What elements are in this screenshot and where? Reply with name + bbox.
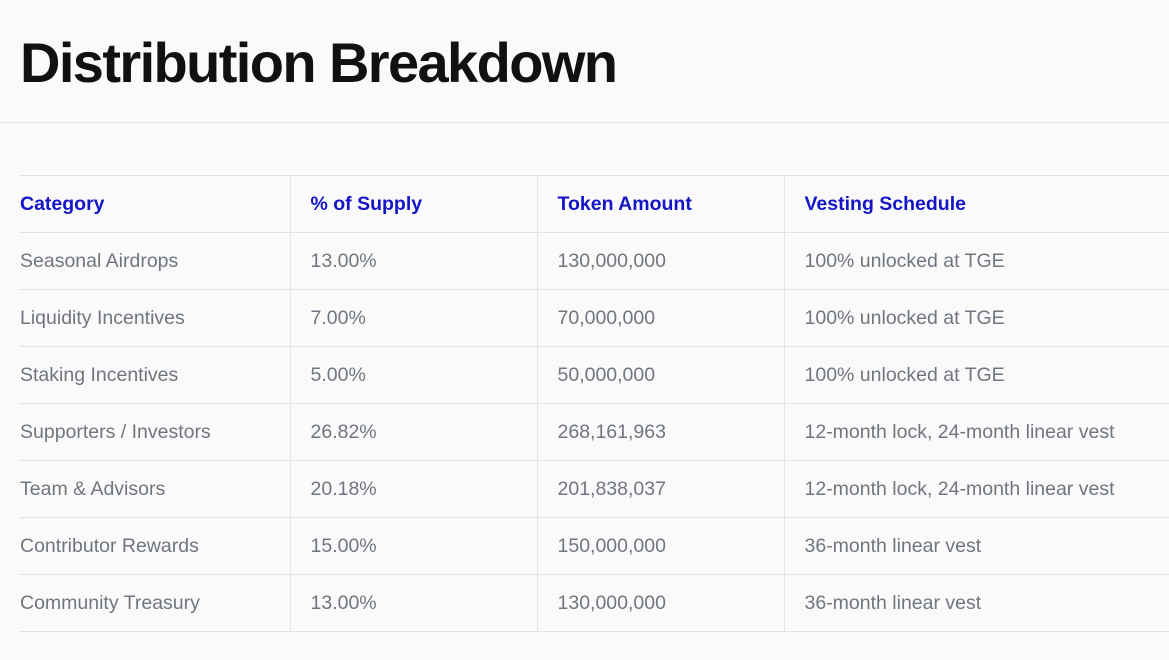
token-amount-cell: 201,838,037 bbox=[536, 460, 784, 518]
vesting-schedule-cell: 36-month linear vest bbox=[783, 517, 1169, 575]
category-cell: Team & Advisors bbox=[20, 460, 290, 518]
vesting-schedule-cell: 12-month lock, 24-month linear vest bbox=[783, 460, 1169, 518]
token-amount-cell: 268,161,963 bbox=[536, 403, 784, 461]
table-row: Liquidity Incentives 7.00% 70,000,000 10… bbox=[20, 289, 1169, 347]
column-header-category: Category bbox=[20, 175, 290, 233]
column-header-token-amount: Token Amount bbox=[536, 175, 784, 233]
category-cell: Staking Incentives bbox=[20, 346, 290, 404]
table-row: Contributor Rewards 15.00% 150,000,000 3… bbox=[20, 517, 1169, 575]
supply-percent-cell: 20.18% bbox=[289, 460, 537, 518]
table-row: Supporters / Investors 26.82% 268,161,96… bbox=[20, 403, 1169, 461]
vesting-schedule-cell: 100% unlocked at TGE bbox=[783, 232, 1169, 290]
column-header-vesting-schedule: Vesting Schedule bbox=[783, 175, 1169, 233]
table-row: Staking Incentives 5.00% 50,000,000 100%… bbox=[20, 346, 1169, 404]
token-amount-cell: 130,000,000 bbox=[536, 574, 784, 632]
table-row: Seasonal Airdrops 13.00% 130,000,000 100… bbox=[20, 232, 1169, 290]
supply-percent-cell: 13.00% bbox=[289, 574, 537, 632]
token-amount-cell: 70,000,000 bbox=[536, 289, 784, 347]
vesting-schedule-cell: 100% unlocked at TGE bbox=[783, 346, 1169, 404]
category-cell: Supporters / Investors bbox=[20, 403, 290, 461]
supply-percent-cell: 7.00% bbox=[289, 289, 537, 347]
category-cell: Liquidity Incentives bbox=[20, 289, 290, 347]
vesting-schedule-cell: 100% unlocked at TGE bbox=[783, 289, 1169, 347]
token-amount-cell: 150,000,000 bbox=[536, 517, 784, 575]
category-cell: Contributor Rewards bbox=[20, 517, 290, 575]
supply-percent-cell: 15.00% bbox=[289, 517, 537, 575]
page-title: Distribution Breakdown bbox=[20, 31, 618, 94]
supply-percent-cell: 5.00% bbox=[289, 346, 537, 404]
table-row: Team & Advisors 20.18% 201,838,037 12-mo… bbox=[20, 460, 1169, 518]
column-header-percent-of-supply: % of Supply bbox=[289, 175, 537, 233]
table-header-row: Category % of Supply Token Amount Vestin… bbox=[20, 175, 1169, 233]
vesting-schedule-cell: 36-month linear vest bbox=[783, 574, 1169, 632]
token-amount-cell: 130,000,000 bbox=[536, 232, 784, 290]
category-cell: Community Treasury bbox=[20, 574, 290, 632]
distribution-table: Category % of Supply Token Amount Vestin… bbox=[20, 175, 1169, 632]
title-divider bbox=[0, 122, 1169, 123]
supply-percent-cell: 26.82% bbox=[289, 403, 537, 461]
table-row: Community Treasury 13.00% 130,000,000 36… bbox=[20, 574, 1169, 632]
token-amount-cell: 50,000,000 bbox=[536, 346, 784, 404]
supply-percent-cell: 13.00% bbox=[289, 232, 537, 290]
vesting-schedule-cell: 12-month lock, 24-month linear vest bbox=[783, 403, 1169, 461]
category-cell: Seasonal Airdrops bbox=[20, 232, 290, 290]
